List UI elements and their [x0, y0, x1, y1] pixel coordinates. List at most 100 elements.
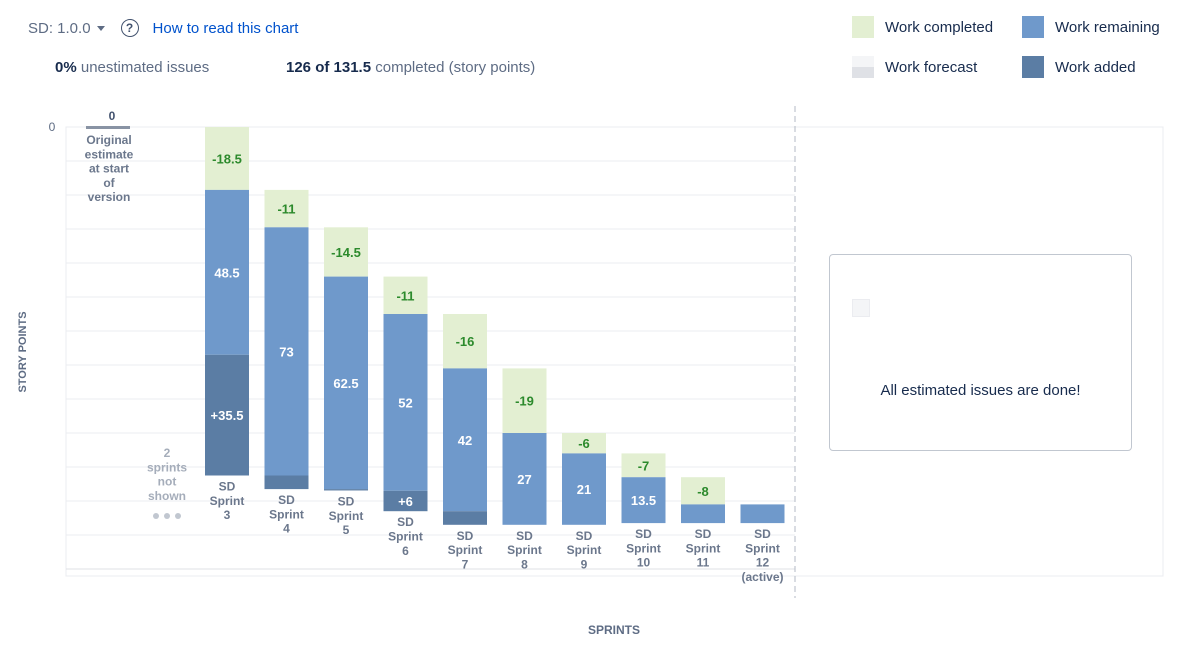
hidden-sprints-label: sprints — [147, 460, 187, 474]
sprint-label: 3 — [224, 508, 231, 522]
ellipsis-dot — [153, 513, 159, 519]
sprint-label: Sprint — [388, 530, 423, 544]
completed-stat: 126 of 131.5 completed (story points) — [286, 59, 535, 76]
unestimated-stat: 0% unestimated issues — [55, 59, 209, 76]
bar-completed — [502, 368, 547, 433]
legend-swatch-forecast — [852, 56, 874, 78]
sprint-label: 9 — [581, 557, 588, 571]
sprint-label: 4 — [283, 522, 290, 536]
sprint-label: SD — [516, 529, 533, 543]
bar-remaining — [740, 504, 785, 524]
legend-label-forecast: Work forecast — [885, 58, 978, 76]
y-tick-label: 0 — [49, 120, 56, 134]
legend-item-forecast: Work forecast — [852, 56, 977, 78]
forecast-message: All estimated issues are done! — [880, 382, 1081, 399]
sprint-label: Sprint — [745, 541, 780, 555]
sprint-label: (active) — [741, 570, 783, 584]
original-estimate-label: of — [103, 176, 115, 190]
legend-item-added: Work added — [1022, 56, 1136, 78]
how-to-read-link[interactable]: How to read this chart — [152, 19, 299, 37]
bar-remaining-label: 73 — [279, 344, 293, 359]
bar-completed — [681, 477, 725, 505]
bar-completed — [443, 314, 487, 369]
sprint-label: SD — [219, 480, 236, 494]
legend-label-remaining: Work remaining — [1055, 18, 1160, 36]
version-label: SD: 1.0.0 — [28, 19, 91, 37]
bar-remaining — [621, 477, 666, 524]
sprint-label: Sprint — [448, 543, 483, 557]
original-estimate-label: at start — [89, 162, 129, 176]
bar-completed-label: -11 — [396, 288, 414, 303]
bar-remaining-label: 27 — [517, 472, 531, 487]
legend-label-completed: Work completed — [885, 18, 994, 36]
sprint-label: 6 — [402, 544, 409, 558]
sprint-label: SD — [338, 494, 355, 508]
completed-value: 126 of 131.5 — [286, 59, 372, 76]
bar-remaining-label: 21 — [577, 482, 591, 497]
forecast-panel: All estimated issues are done! — [829, 254, 1132, 451]
ellipsis-dot — [175, 513, 181, 519]
sprint-label: 7 — [462, 557, 469, 571]
bar-completed-label: -6 — [578, 436, 590, 451]
bar-remaining — [205, 189, 249, 355]
sprint-label: SD — [576, 529, 593, 543]
bar-remaining — [681, 504, 725, 524]
version-select[interactable]: SD: 1.0.0 — [28, 20, 105, 37]
plot-frame — [65, 126, 1164, 577]
bar-completed — [621, 453, 666, 478]
bar-completed — [383, 276, 428, 314]
bar-remaining — [562, 453, 606, 525]
original-estimate-value: 0 — [109, 109, 116, 123]
sprint-label: SD — [635, 527, 652, 541]
bar-completed — [205, 127, 249, 190]
sprint-label: Sprint — [686, 541, 721, 555]
y-axis-label: STORY POINTS — [17, 311, 29, 392]
bar-added-label: +35.5 — [211, 408, 244, 423]
sprint-label: Sprint — [626, 541, 661, 555]
bar-completed-label: -16 — [456, 334, 475, 349]
legend-item-completed: Work completed — [852, 16, 993, 38]
sprint-label: Sprint — [210, 494, 245, 508]
bar-remaining — [264, 227, 309, 476]
bar-added — [205, 354, 249, 476]
bar-remaining-label: 42 — [458, 433, 472, 448]
ellipsis-dot — [164, 513, 170, 519]
bar-remaining-label: 62.5 — [333, 376, 358, 391]
legend-swatch-remaining — [1022, 16, 1044, 38]
original-estimate-label: estimate — [85, 147, 134, 161]
legend-label-added: Work added — [1055, 58, 1136, 76]
legend-item-remaining: Work remaining — [1022, 16, 1160, 38]
completed-label: completed (story points) — [375, 59, 536, 76]
bar-completed — [264, 189, 309, 228]
bar-added — [324, 489, 368, 491]
legend-swatch-completed — [852, 16, 874, 38]
sprint-label: Sprint — [329, 509, 364, 523]
x-axis-label: SPRINTS — [588, 623, 640, 637]
legend-swatch-added — [1022, 56, 1044, 78]
bar-remaining-label: 48.5 — [214, 265, 239, 280]
sprint-label: 11 — [697, 556, 710, 570]
bar-remaining — [443, 368, 487, 512]
sprint-label: 5 — [343, 523, 350, 537]
help-icon[interactable]: ? — [120, 19, 139, 37]
bar-remaining — [502, 433, 547, 525]
bar-remaining-label: 52 — [398, 395, 412, 410]
sprint-label: SD — [754, 527, 771, 541]
bar-completed-label: -19 — [515, 394, 534, 409]
unestimated-label: unestimated issues — [80, 59, 210, 76]
bar-completed-label: -8 — [697, 484, 709, 499]
bar-completed-label: -14.5 — [331, 245, 361, 260]
broken-image-icon — [852, 299, 870, 317]
chevron-down-icon — [96, 26, 105, 31]
sprint-label: 10 — [637, 556, 651, 570]
bar-added — [383, 490, 428, 512]
hidden-sprints-label: 2 — [164, 446, 171, 460]
sprint-label: SD — [457, 529, 474, 543]
sprint-label: SD — [397, 515, 414, 529]
unestimated-value: 0% — [55, 59, 77, 76]
bar-remaining-label: 13.5 — [631, 493, 656, 508]
sprint-label: 8 — [521, 557, 528, 571]
bar-completed-label: -7 — [638, 458, 650, 473]
bar-completed — [324, 227, 368, 277]
